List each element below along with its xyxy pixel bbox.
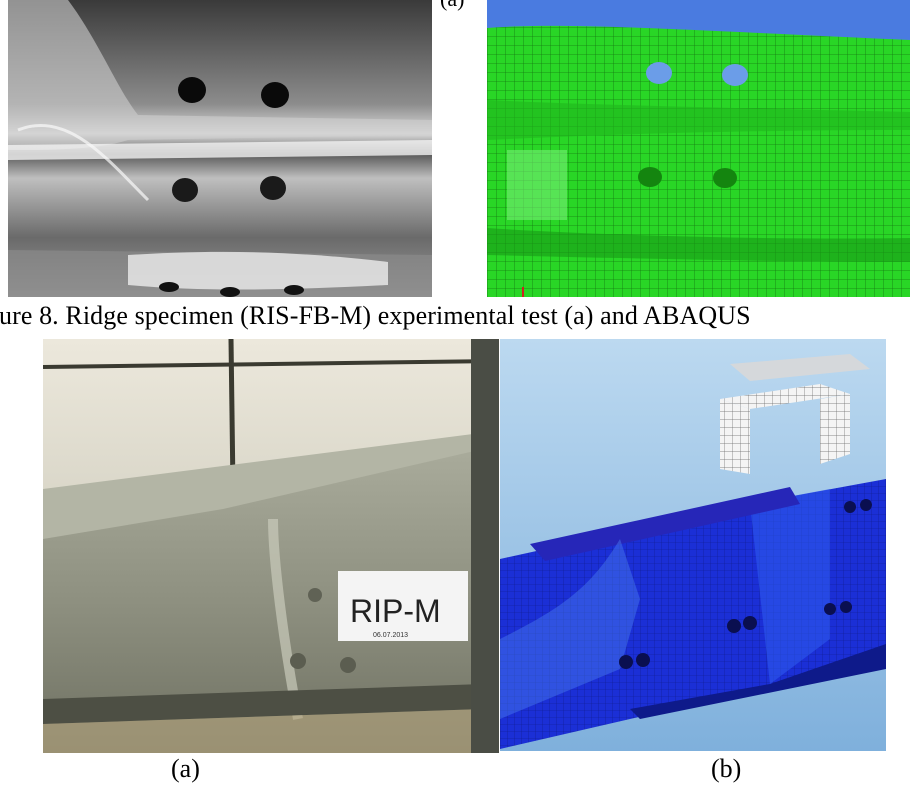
fe-model-rip-m-image [500,339,886,751]
fe-model-rip-m [500,339,886,751]
figure-8-caption: Figure 8. Ridge specimen (RIS-FB-M) expe… [0,301,751,330]
photo-ridge-specimen-test [8,0,432,297]
specimen-date-text: 06.07.2013 [373,632,408,639]
fe-model-ridge-image [487,0,910,297]
subfigure-label-b: (b) [711,754,742,783]
photo-ridge-specimen-image [8,0,432,297]
fe-model-ridge-specimen [487,0,910,297]
photo-rip-m-specimen: RIP-M 06.07.2013 [43,339,499,753]
photo-rip-m-image: RIP-M 06.07.2013 [43,339,499,753]
subfigure-label-a: (a) [171,754,200,783]
top-subfigure-label: (a) [440,0,464,12]
specimen-tag-text: RIP-M [350,593,441,629]
